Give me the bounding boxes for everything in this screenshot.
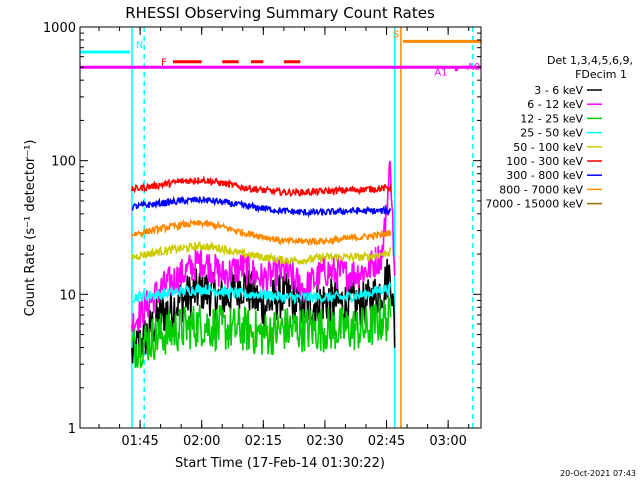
legend-label: 6 - 12 keV [527, 98, 583, 111]
x-axis: 01:45 02:00 02:15 02:30 02:45 03:00 [98, 27, 470, 449]
legend-label: 3 - 6 keV [534, 84, 583, 97]
flag-bars: N F S A1 A0 [80, 29, 481, 79]
y-axis: 1 10 100 1000 [43, 21, 481, 437]
plot-frame [79, 26, 482, 429]
flag-marker [454, 68, 458, 72]
legend-label: 7000 - 15000 keV [485, 198, 583, 211]
flag-label: A0 [467, 62, 480, 73]
flag-label: S [393, 29, 399, 40]
series-group [131, 160, 396, 370]
footer-date: 20-Oct-2021 07:43 [560, 469, 636, 478]
series-line [131, 240, 392, 266]
flag-label: N [136, 40, 143, 51]
series-line [131, 218, 392, 247]
x-tick-label: 03:00 [429, 434, 466, 449]
legend-label: 100 - 300 keV [506, 155, 583, 168]
legend-label: 12 - 25 keV [520, 112, 583, 125]
x-axis-label: Start Time (17-Feb-14 01:30:22) [175, 456, 385, 471]
legend-title-1: Det 1,3,4,5,6,9, [547, 54, 633, 67]
flag-label: A1 [434, 68, 447, 79]
legend-label: 800 - 7000 keV [499, 183, 583, 196]
x-tick-label: 02:45 [368, 434, 405, 449]
legend-label: 50 - 100 keV [513, 141, 583, 154]
legend-label: 300 - 800 keV [506, 169, 583, 182]
y-tick-label: 100 [51, 155, 76, 170]
legend-label: 25 - 50 keV [520, 127, 583, 140]
series-line [131, 281, 392, 306]
x-tick-label: 02:30 [306, 434, 343, 449]
flag-label: F [161, 58, 167, 69]
x-tick-label: 02:00 [183, 434, 220, 449]
chart-title: RHESSI Observing Summary Count Rates [125, 4, 435, 22]
series-line [131, 175, 392, 197]
series-line [131, 296, 392, 370]
series-line [131, 195, 392, 218]
y-tick-label: 10 [59, 288, 76, 303]
vertical-markers [131, 27, 474, 428]
x-tick-label: 02:15 [245, 434, 282, 449]
legend-title-2: FDecim 1 [575, 68, 627, 81]
y-tick-label: 1 [68, 422, 76, 437]
y-axis-label: Count Rate (s⁻¹ detector⁻¹) [23, 140, 38, 317]
x-tick-label: 01:45 [121, 434, 158, 449]
y-tick-label: 1000 [43, 21, 76, 36]
